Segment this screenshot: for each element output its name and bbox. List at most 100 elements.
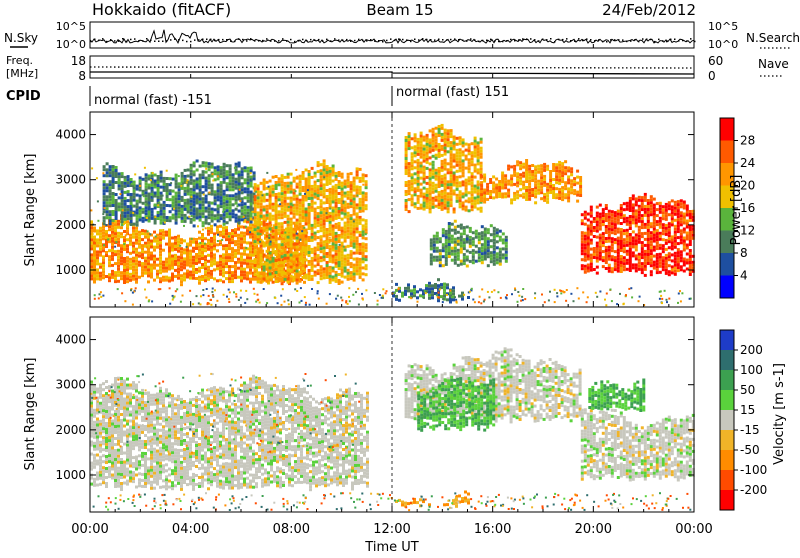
- heatmap-cell: [469, 227, 472, 230]
- heatmap-cell: [305, 259, 308, 262]
- heatmap-cell: [454, 247, 457, 250]
- heatmap-cell: [201, 239, 204, 242]
- heatmap-cell: [293, 243, 296, 246]
- heatmap-cell: [457, 240, 460, 243]
- heatmap-cell: [260, 206, 263, 209]
- heatmap-cell: [105, 245, 108, 248]
- heatmap-cell: [196, 178, 199, 181]
- heatmap-cell: [671, 244, 674, 247]
- heatmap-cell: [284, 203, 287, 206]
- heatmap-cell: [671, 235, 674, 238]
- heatmap-cell: [481, 288, 483, 290]
- heatmap-cell: [435, 199, 438, 202]
- heatmap-cell: [510, 198, 513, 201]
- heatmap-cell: [130, 202, 133, 205]
- heatmap-cell: [417, 141, 420, 144]
- heatmap-cell: [668, 273, 671, 276]
- heatmap-cell: [320, 163, 323, 166]
- heatmap-cell: [444, 141, 447, 144]
- heatmap-cell: [439, 261, 442, 264]
- heatmap-cell: [299, 247, 302, 250]
- heatmap-cell: [599, 249, 602, 252]
- heatmap-cell: [487, 228, 490, 231]
- heatmap-cell: [581, 243, 584, 246]
- heatmap-cell: [213, 259, 216, 262]
- heatmap-cell: [543, 178, 546, 181]
- heatmap-cell: [677, 221, 680, 224]
- heatmap-cell: [284, 185, 287, 188]
- heatmap-cell: [581, 213, 584, 216]
- heatmap-cell: [243, 277, 246, 280]
- heatmap-cell: [474, 152, 477, 155]
- heatmap-cell: [302, 258, 305, 261]
- heatmap-cell: [423, 297, 425, 299]
- heatmap-cell: [448, 252, 451, 255]
- heatmap-cell: [156, 264, 159, 267]
- heatmap-cell: [420, 192, 423, 195]
- heatmap-cell: [468, 158, 471, 161]
- heatmap-cell: [96, 229, 99, 232]
- heatmap-cell: [105, 230, 108, 233]
- heatmap-cell: [135, 227, 138, 230]
- nsearch-point: [370, 39, 372, 41]
- heatmap-cell: [561, 168, 564, 171]
- heatmap-cell: [225, 235, 228, 238]
- heatmap-cell: [650, 240, 653, 243]
- heatmap-cell: [341, 272, 344, 275]
- heatmap-cell: [317, 161, 320, 164]
- heatmap-cell: [132, 236, 135, 239]
- heatmap-cell: [481, 252, 484, 255]
- heatmap-cell: [608, 210, 611, 213]
- heatmap-cell: [495, 187, 498, 190]
- heatmap-cell: [326, 273, 329, 276]
- heatmap-cell: [198, 282, 201, 285]
- heatmap-cell: [516, 175, 519, 178]
- heatmap-cell: [641, 253, 644, 256]
- heatmap-cell: [620, 210, 623, 213]
- heatmap-cell: [537, 186, 540, 189]
- heatmap-cell: [249, 269, 252, 272]
- heatmap-cell: [159, 235, 162, 238]
- heatmap-cell: [474, 185, 477, 188]
- heatmap-cell: [350, 250, 353, 253]
- heatmap-cell: [217, 210, 220, 213]
- heatmap-cell: [365, 246, 368, 249]
- heatmap-cell: [284, 212, 287, 215]
- heatmap-cell: [587, 219, 590, 222]
- heatmap-cell: [332, 225, 335, 228]
- heatmap-cell: [254, 198, 257, 201]
- heatmap-cell: [102, 264, 105, 267]
- heatmap-cell: [204, 264, 207, 267]
- heatmap-cell: [359, 252, 362, 255]
- heatmap-cell: [287, 221, 290, 224]
- heatmap-cell: [202, 212, 205, 215]
- heatmap-cell: [237, 243, 240, 246]
- heatmap-cell: [287, 176, 290, 179]
- heatmap-cell: [222, 256, 225, 259]
- heatmap-cell: [442, 228, 445, 231]
- heatmap-cell: [656, 247, 659, 250]
- heatmap-cell: [299, 181, 302, 184]
- heatmap-cell: [272, 194, 275, 197]
- heatmap-cell: [96, 271, 99, 274]
- heatmap-cell: [446, 298, 449, 301]
- heatmap-cell: [293, 210, 296, 213]
- heatmap-cell: [127, 178, 130, 181]
- heatmap-cell: [228, 301, 230, 303]
- heatmap-cell: [302, 237, 305, 240]
- heatmap-cell: [237, 252, 240, 255]
- heatmap-cell: [130, 223, 133, 226]
- heatmap-cell: [299, 262, 302, 265]
- heatmap-cell: [314, 196, 317, 199]
- heatmap-cell: [190, 173, 193, 176]
- heatmap-cell: [680, 199, 683, 202]
- heatmap-cell: [120, 259, 123, 262]
- heatmap-cell: [243, 235, 246, 238]
- heatmap-cell: [537, 171, 540, 174]
- heatmap-cell: [581, 267, 584, 270]
- heatmap-cell: [462, 174, 465, 177]
- heatmap-cell: [513, 168, 516, 171]
- heatmap-cell: [220, 199, 223, 202]
- heatmap-cell: [210, 246, 213, 249]
- heatmap-cell: [284, 251, 287, 254]
